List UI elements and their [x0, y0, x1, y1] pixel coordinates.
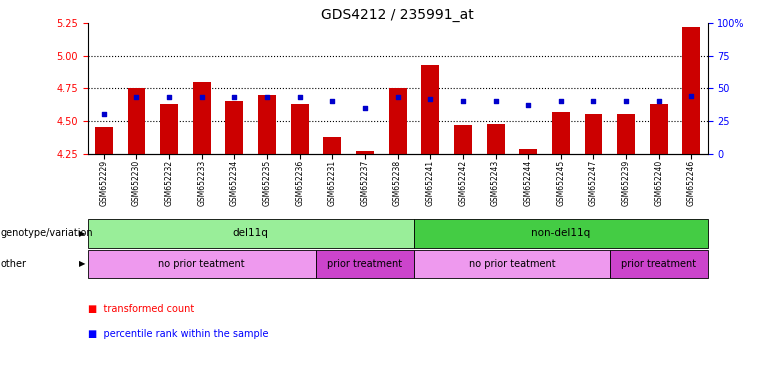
Text: ▶: ▶ [78, 229, 85, 238]
Bar [414, 219, 708, 248]
Bar [95, 127, 113, 154]
Text: other: other [1, 259, 27, 269]
Bar [552, 112, 570, 154]
Text: ▶: ▶ [78, 260, 85, 268]
Bar [389, 88, 406, 154]
Bar [88, 219, 414, 248]
Bar [258, 95, 276, 154]
Text: no prior teatment: no prior teatment [158, 259, 245, 269]
Point [620, 98, 632, 104]
Point [130, 94, 142, 101]
Bar [160, 104, 178, 154]
Bar [323, 137, 342, 154]
Text: non-del11q: non-del11q [531, 228, 591, 238]
Bar [422, 65, 439, 154]
Point [489, 98, 501, 104]
Text: prior treatment: prior treatment [621, 259, 696, 269]
Title: GDS4212 / 235991_at: GDS4212 / 235991_at [321, 8, 474, 22]
Bar [316, 250, 414, 278]
Bar [225, 101, 244, 154]
Point [686, 93, 698, 99]
Bar [193, 82, 211, 154]
Point [457, 98, 469, 104]
Bar [88, 250, 316, 278]
Bar [128, 88, 145, 154]
Point [391, 94, 403, 101]
Bar [454, 125, 472, 154]
Bar [650, 104, 667, 154]
Text: no prior teatment: no prior teatment [469, 259, 556, 269]
Point [97, 111, 110, 118]
Point [555, 98, 567, 104]
Text: prior treatment: prior treatment [327, 259, 403, 269]
Point [587, 98, 600, 104]
Bar [486, 124, 505, 154]
Point [294, 94, 306, 101]
Bar [617, 114, 635, 154]
Point [261, 94, 273, 101]
Bar [519, 149, 537, 154]
Bar [584, 114, 603, 154]
Bar [291, 104, 309, 154]
Text: del11q: del11q [233, 228, 269, 238]
Point [163, 94, 175, 101]
Text: genotype/variation: genotype/variation [1, 228, 94, 238]
Point [228, 94, 240, 101]
Text: ■  percentile rank within the sample: ■ percentile rank within the sample [88, 329, 268, 339]
Bar [414, 250, 610, 278]
Point [522, 102, 534, 108]
Point [653, 98, 665, 104]
Point [424, 96, 436, 102]
Text: ■  transformed count: ■ transformed count [88, 304, 194, 314]
Bar [683, 27, 700, 154]
Bar [610, 250, 708, 278]
Point [326, 98, 339, 104]
Point [359, 105, 371, 111]
Point [196, 94, 208, 101]
Bar [356, 151, 374, 154]
